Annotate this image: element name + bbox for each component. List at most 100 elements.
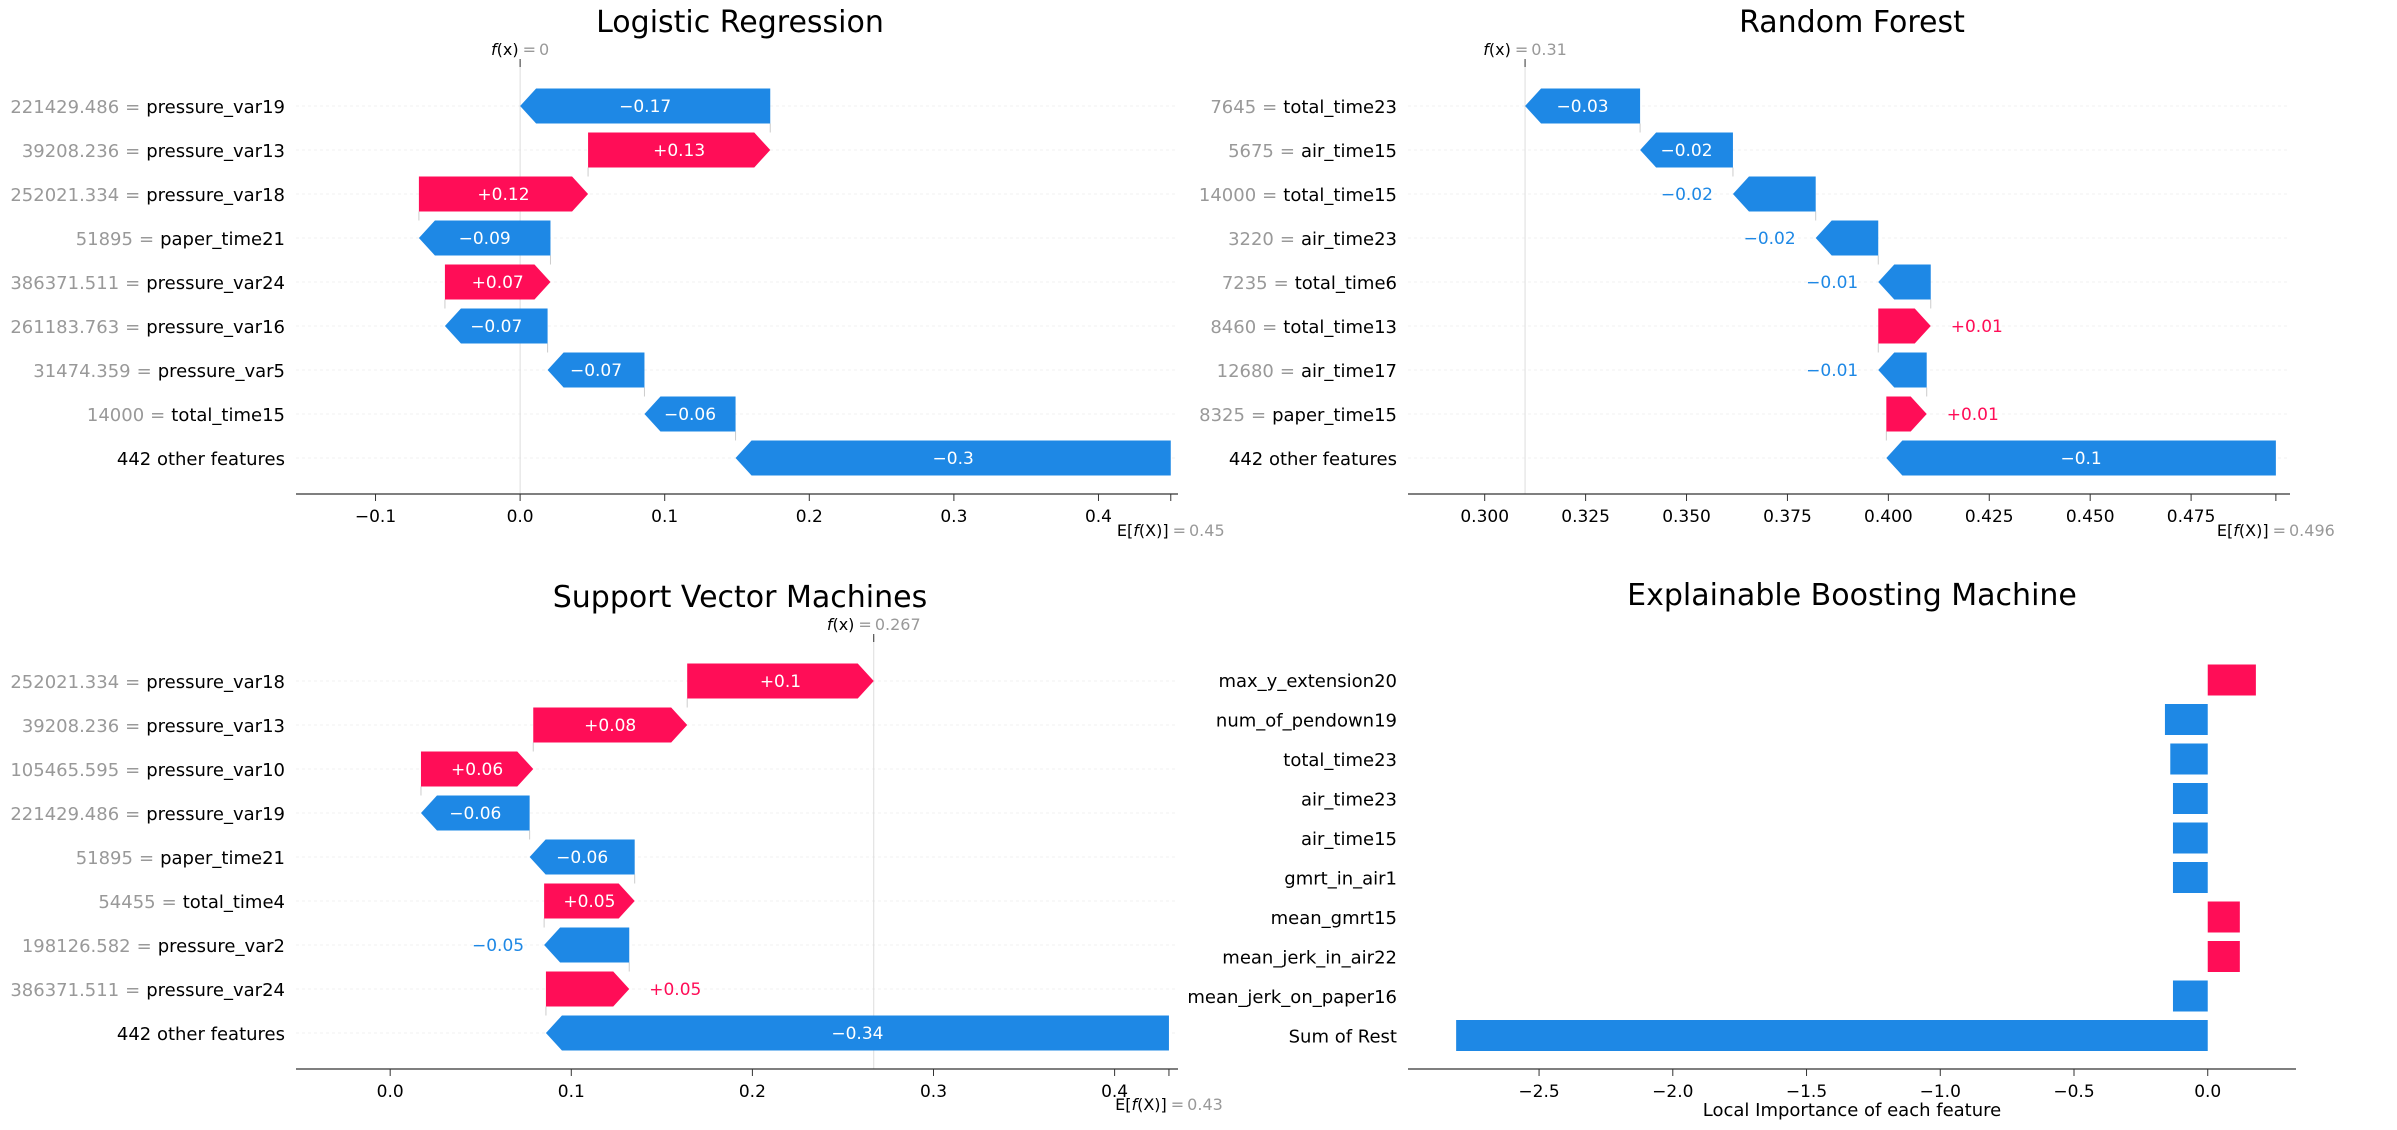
waterfall-bar [545, 1015, 1169, 1051]
efx-label: E[f(X)] = 0.45 [1117, 521, 1225, 540]
feature-eq: = [125, 804, 140, 825]
feature-label: 7645 = total_time23 [1210, 97, 1397, 118]
waterfall-bar [1886, 440, 2276, 476]
x-tick-label: 0.300 [1460, 507, 1509, 527]
feature-label: 221429.486 = pressure_var19 [10, 97, 285, 118]
feature-value: 54455 [98, 892, 155, 913]
feature-label: 51895 = paper_time21 [76, 229, 285, 250]
x-tick-label: −1.0 [1920, 1082, 1961, 1102]
feature-value: 221429.486 [10, 804, 119, 825]
x-tick-label: 0.0 [507, 507, 534, 527]
feature-label: 7235 = total_time6 [1222, 273, 1397, 294]
bar-value-label: −0.17 [619, 97, 671, 117]
x-tick-label: 0.450 [2066, 507, 2115, 527]
feature-name: paper_time21 [160, 229, 285, 250]
feature-eq: = [125, 716, 140, 737]
feature-eq: = [125, 672, 140, 693]
x-axis-label: Local Importance of each feature [1703, 1100, 2001, 1121]
x-tick-label: 0.0 [2194, 1082, 2221, 1102]
feature-name: 442 other features [117, 1024, 285, 1045]
x-tick-label: 0.1 [651, 507, 678, 527]
efx-symbol: E[ [1115, 1095, 1131, 1114]
waterfall-bar [418, 176, 589, 212]
waterfall-bar [520, 88, 771, 124]
importance-bar [2207, 664, 2256, 696]
x-tick-label: 0.425 [1965, 507, 2014, 527]
panel-logistic-regression: Logistic Regression f(x) = 0E[f(X)] = 0.45−0… [10, 5, 1224, 540]
efx-paren: (X)] [1137, 1095, 1167, 1114]
x-tick-label: 0.3 [920, 1082, 947, 1102]
feature-eq: = [137, 936, 152, 957]
panel-random-forest: Random Forest f(x) = 0.31E[f(X)] = 0.496−0.0… [1199, 5, 2335, 540]
feature-label: 14000 = total_time15 [87, 405, 285, 426]
feature-label: 252021.334 = pressure_var18 [10, 185, 285, 206]
feature-label: 39208.236 = pressure_var13 [22, 141, 285, 162]
efx-label: E[f(X)] = 0.43 [1115, 1095, 1223, 1114]
waterfall-bar [529, 839, 635, 875]
category-label: gmrt_in_air1 [1284, 869, 1397, 890]
feature-label: 39208.236 = pressure_var13 [22, 716, 285, 737]
feature-name: pressure_var13 [146, 716, 285, 737]
x-tick-label: 0.400 [1864, 507, 1913, 527]
feature-eq: = [1251, 405, 1266, 426]
waterfall-bar [418, 220, 551, 256]
feature-eq: = [1280, 229, 1295, 250]
fx-value: 0 [539, 40, 549, 59]
feature-label: 5675 = air_time15 [1228, 141, 1397, 162]
feature-label: 442 other features [1229, 449, 1397, 470]
x-tick-label: 0.375 [1763, 507, 1812, 527]
feature-eq: = [1280, 141, 1295, 162]
efx-eq: = [2273, 521, 2286, 540]
fx-symbol: f [827, 615, 835, 634]
bar-value-label: −0.01 [1806, 361, 1858, 381]
waterfall-bar [1815, 220, 1879, 256]
feature-name: pressure_var2 [158, 936, 285, 957]
feature-name: total_time13 [1283, 317, 1397, 338]
feature-name: pressure_var18 [146, 672, 285, 693]
feature-label: 8460 = total_time13 [1210, 317, 1397, 338]
bar-value-label: −0.02 [1744, 229, 1796, 249]
waterfall-bar [420, 751, 534, 787]
feature-value: 39208.236 [22, 716, 119, 737]
feature-value: 252021.334 [10, 185, 119, 206]
waterfall-bar [444, 308, 548, 344]
feature-eq: = [125, 273, 140, 294]
feature-eq: = [1280, 361, 1295, 382]
feature-label: 261183.763 = pressure_var16 [10, 317, 285, 338]
category-label: mean_gmrt15 [1271, 908, 1397, 929]
bar-value-label: −0.06 [664, 405, 716, 425]
bar-value-label: +0.01 [1951, 317, 2003, 337]
x-tick-label: −0.5 [2053, 1082, 2094, 1102]
bar-value-label: +0.08 [584, 716, 636, 736]
feature-value: 3220 [1228, 229, 1274, 250]
feature-eq: = [139, 848, 154, 869]
bar-value-label: +0.13 [653, 141, 705, 161]
feature-value: 198126.582 [22, 936, 131, 957]
waterfall-bar [1886, 396, 1927, 432]
x-tick-label: 0.2 [796, 507, 823, 527]
efx-f: f [2233, 521, 2241, 540]
bar-value-label: −0.05 [472, 936, 524, 956]
feature-name: air_time15 [1301, 141, 1397, 162]
bar-value-label: −0.06 [449, 804, 501, 824]
waterfall-bar [544, 883, 635, 919]
feature-value: 8460 [1210, 317, 1256, 338]
efx-symbol: E[ [1117, 521, 1133, 540]
efx-symbol: E[ [2217, 521, 2233, 540]
bar-value-label: +0.01 [1947, 405, 1999, 425]
fx-label: f(x) = 0.267 [827, 615, 921, 634]
feature-eq: = [1262, 185, 1277, 206]
bar-value-label: +0.05 [649, 980, 701, 1000]
bar-value-label: −0.02 [1661, 185, 1713, 205]
feature-name: pressure_var24 [146, 980, 285, 1001]
feature-name: pressure_var16 [146, 317, 285, 338]
feature-name: pressure_var10 [146, 760, 285, 781]
feature-label: 54455 = total_time4 [98, 892, 285, 913]
efx-label: E[f(X)] = 0.496 [2217, 521, 2335, 540]
feature-value: 14000 [1199, 185, 1256, 206]
x-tick-label: 0.475 [2167, 507, 2216, 527]
feature-value: 12680 [1217, 361, 1274, 382]
waterfall-bar [544, 927, 630, 963]
waterfall-bar [687, 663, 874, 699]
